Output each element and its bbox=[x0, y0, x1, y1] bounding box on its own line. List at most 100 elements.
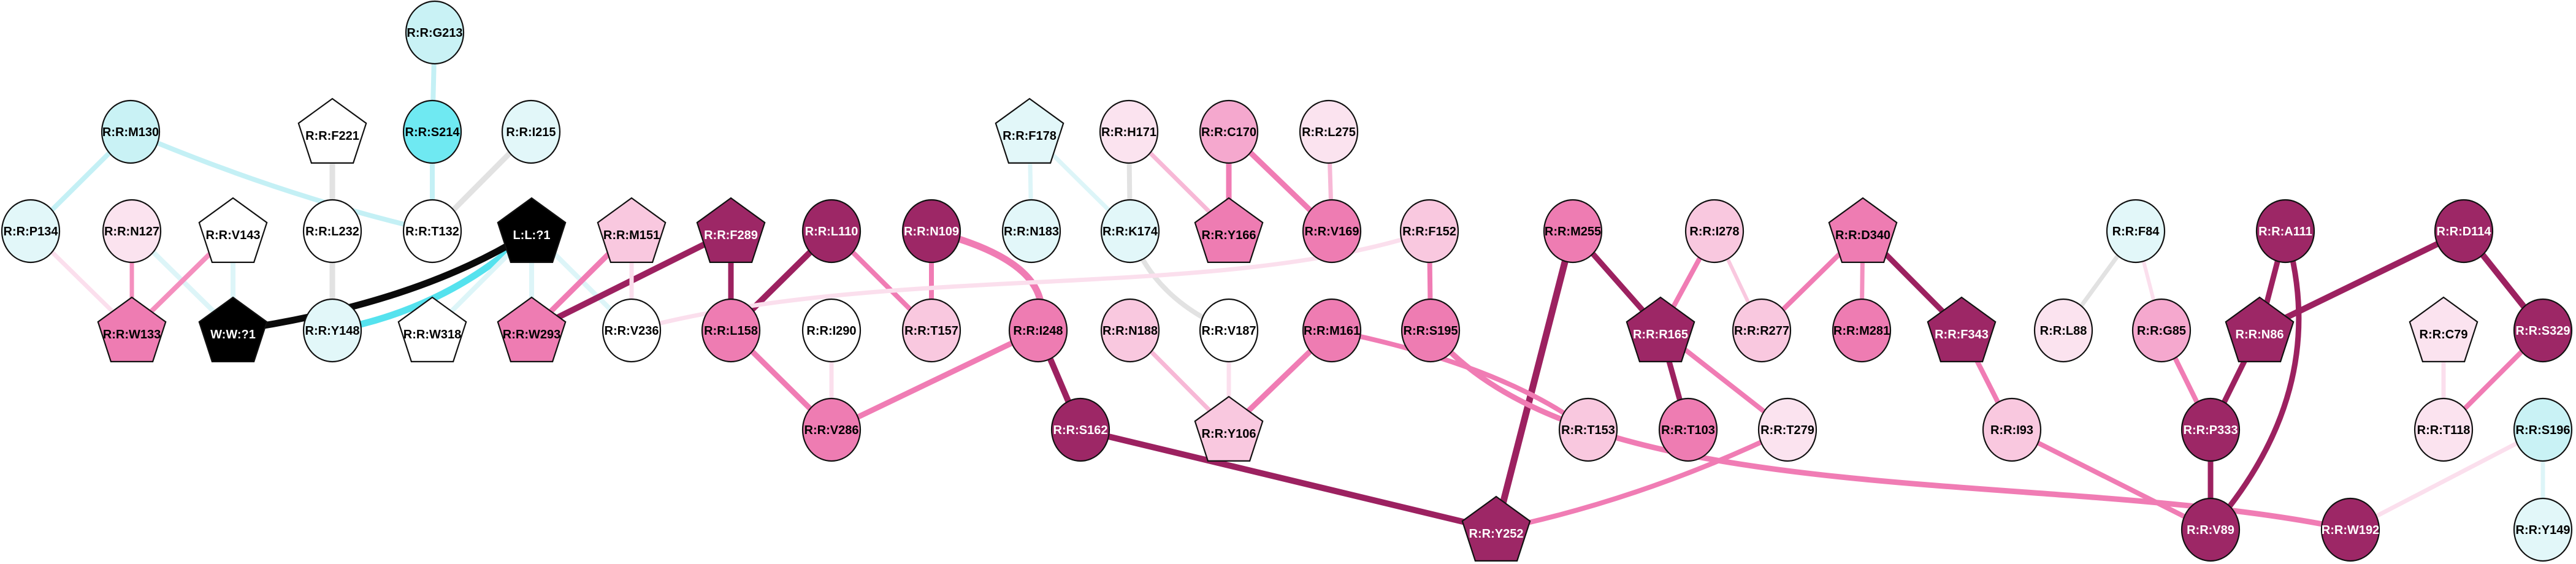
circle-shape[interactable] bbox=[1100, 199, 1160, 264]
circle-shape[interactable] bbox=[1100, 298, 1160, 363]
node-r-r-n183[interactable]: R:R:N183 bbox=[1001, 199, 1061, 264]
node-r-r-p134[interactable]: R:R:P134 bbox=[1, 199, 61, 264]
circle-shape[interactable] bbox=[501, 99, 561, 164]
node-r-r-f152[interactable]: R:R:F152 bbox=[1399, 199, 1459, 264]
node-r-r-p333[interactable]: R:R:P333 bbox=[2180, 397, 2241, 462]
circle-shape[interactable] bbox=[801, 397, 862, 462]
circle-shape[interactable] bbox=[2513, 397, 2573, 462]
node-r-r-y148[interactable]: R:R:Y148 bbox=[302, 298, 362, 363]
node-r-r-l275[interactable]: R:R:L275 bbox=[1299, 99, 1359, 164]
circle-shape[interactable] bbox=[901, 298, 961, 363]
node-r-r-v236[interactable]: R:R:V236 bbox=[602, 298, 662, 363]
node-r-r-a111[interactable]: R:R:A111 bbox=[2255, 199, 2315, 264]
pentagon-shape[interactable] bbox=[2225, 296, 2295, 363]
node-r-r-k174[interactable]: R:R:K174 bbox=[1100, 199, 1160, 264]
pentagon-shape[interactable] bbox=[497, 197, 567, 263]
circle-shape[interactable] bbox=[1001, 199, 1061, 264]
node-r-r-t153[interactable]: R:R:T153 bbox=[1558, 397, 1618, 462]
circle-shape[interactable] bbox=[1832, 298, 1892, 363]
circle-shape[interactable] bbox=[1, 199, 61, 264]
node-r-r-m130[interactable]: R:R:M130 bbox=[101, 99, 161, 164]
pentagon-shape[interactable] bbox=[696, 197, 766, 263]
pentagon-shape[interactable] bbox=[1194, 197, 1264, 263]
circle-shape[interactable] bbox=[701, 298, 761, 363]
circle-shape[interactable] bbox=[1658, 397, 1718, 462]
node-r-r-s195[interactable]: R:R:S195 bbox=[1401, 298, 1461, 363]
pentagon-shape[interactable] bbox=[97, 296, 167, 363]
circle-shape[interactable] bbox=[2513, 298, 2573, 363]
circle-shape[interactable] bbox=[405, 0, 465, 65]
node-r-r-i93[interactable]: R:R:I93 bbox=[1982, 397, 2042, 462]
pentagon-shape[interactable] bbox=[1194, 395, 1264, 462]
node-r-r-t157[interactable]: R:R:T157 bbox=[901, 298, 961, 363]
circle-shape[interactable] bbox=[1982, 397, 2042, 462]
pentagon-shape[interactable] bbox=[497, 296, 567, 363]
node-r-r-v286[interactable]: R:R:V286 bbox=[801, 397, 862, 462]
node-r-r-v169[interactable]: R:R:V169 bbox=[1302, 199, 1362, 264]
circle-shape[interactable] bbox=[1302, 298, 1362, 363]
circle-shape[interactable] bbox=[1399, 199, 1459, 264]
circle-shape[interactable] bbox=[1684, 199, 1745, 264]
node-r-r-r277[interactable]: R:R:R277 bbox=[1732, 298, 1792, 363]
pentagon-shape[interactable] bbox=[198, 296, 268, 363]
circle-shape[interactable] bbox=[2320, 497, 2380, 562]
pentagon-shape[interactable] bbox=[1626, 296, 1695, 363]
circle-shape[interactable] bbox=[402, 199, 462, 264]
circle-shape[interactable] bbox=[2106, 199, 2166, 264]
node-r-r-g213[interactable]: R:R:G213 bbox=[405, 0, 465, 65]
circle-shape[interactable] bbox=[1199, 298, 1259, 363]
node-r-r-n188[interactable]: R:R:N188 bbox=[1100, 298, 1160, 363]
node-r-r-m281[interactable]: R:R:M281 bbox=[1832, 298, 1892, 363]
circle-shape[interactable] bbox=[2131, 298, 2192, 363]
circle-shape[interactable] bbox=[101, 99, 161, 164]
node-r-r-i215[interactable]: R:R:I215 bbox=[501, 99, 561, 164]
circle-shape[interactable] bbox=[901, 199, 961, 264]
circle-shape[interactable] bbox=[2180, 497, 2241, 562]
node-r-r-h171[interactable]: R:R:H171 bbox=[1099, 99, 1159, 164]
node-r-r-c170[interactable]: R:R:C170 bbox=[1199, 99, 1259, 164]
pentagon-shape[interactable] bbox=[397, 296, 467, 363]
node-r-r-y149[interactable]: R:R:Y149 bbox=[2513, 497, 2573, 562]
node-r-r-d114[interactable]: R:R:D114 bbox=[2434, 199, 2494, 264]
circle-shape[interactable] bbox=[1199, 99, 1259, 164]
node-r-r-t279[interactable]: R:R:T279 bbox=[1757, 397, 1817, 462]
pentagon-shape[interactable] bbox=[1461, 495, 1531, 562]
circle-shape[interactable] bbox=[1099, 99, 1159, 164]
node-r-r-i278[interactable]: R:R:I278 bbox=[1684, 199, 1745, 264]
node-r-r-l232[interactable]: R:R:L232 bbox=[302, 199, 362, 264]
circle-shape[interactable] bbox=[1558, 397, 1618, 462]
node-r-r-m255[interactable]: R:R:M255 bbox=[1543, 199, 1603, 264]
circle-shape[interactable] bbox=[801, 199, 862, 264]
pentagon-shape[interactable] bbox=[597, 197, 667, 263]
circle-shape[interactable] bbox=[1401, 298, 1461, 363]
node-r-r-g85[interactable]: R:R:G85 bbox=[2131, 298, 2192, 363]
node-r-r-s329[interactable]: R:R:S329 bbox=[2513, 298, 2573, 363]
circle-shape[interactable] bbox=[602, 298, 662, 363]
pentagon-shape[interactable] bbox=[1927, 296, 1997, 363]
node-r-r-t118[interactable]: R:R:T118 bbox=[2414, 397, 2474, 462]
pentagon-shape[interactable] bbox=[1828, 197, 1898, 263]
node-r-r-s196[interactable]: R:R:S196 bbox=[2513, 397, 2573, 462]
circle-shape[interactable] bbox=[1732, 298, 1792, 363]
node-r-r-i248[interactable]: R:R:I248 bbox=[1008, 298, 1068, 363]
circle-shape[interactable] bbox=[302, 199, 362, 264]
node-r-r-t132[interactable]: R:R:T132 bbox=[402, 199, 462, 264]
pentagon-shape[interactable] bbox=[2409, 296, 2479, 363]
circle-shape[interactable] bbox=[1008, 298, 1068, 363]
circle-shape[interactable] bbox=[1757, 397, 1817, 462]
node-r-r-m161[interactable]: R:R:M161 bbox=[1302, 298, 1362, 363]
circle-shape[interactable] bbox=[102, 199, 162, 264]
node-r-r-t103[interactable]: R:R:T103 bbox=[1658, 397, 1718, 462]
circle-shape[interactable] bbox=[1299, 99, 1359, 164]
node-r-r-l158[interactable]: R:R:L158 bbox=[701, 298, 761, 363]
node-r-r-s214[interactable]: R:R:S214 bbox=[402, 99, 462, 164]
pentagon-shape[interactable] bbox=[297, 97, 367, 164]
circle-shape[interactable] bbox=[2513, 497, 2573, 562]
node-r-r-w192[interactable]: R:R:W192 bbox=[2320, 497, 2380, 562]
node-r-r-i290[interactable]: R:R:I290 bbox=[801, 298, 862, 363]
node-r-r-l88[interactable]: R:R:L88 bbox=[2033, 298, 2093, 363]
node-r-r-n109[interactable]: R:R:N109 bbox=[901, 199, 961, 264]
circle-shape[interactable] bbox=[2434, 199, 2494, 264]
circle-shape[interactable] bbox=[402, 99, 462, 164]
node-r-r-n127[interactable]: R:R:N127 bbox=[102, 199, 162, 264]
